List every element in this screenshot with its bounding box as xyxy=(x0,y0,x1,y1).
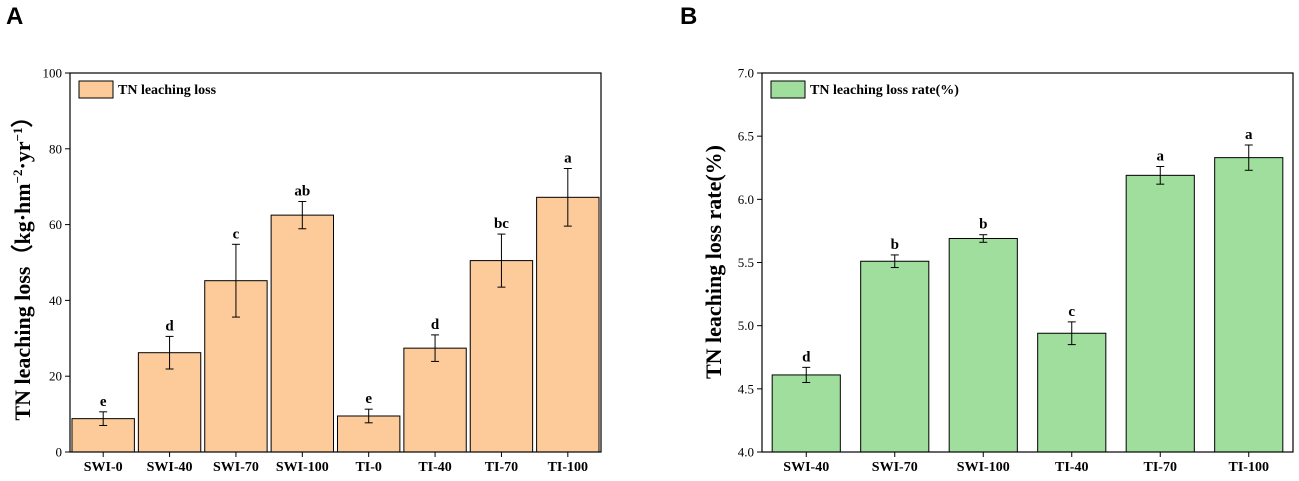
y-tick-label-5: 100 xyxy=(43,66,63,81)
legend-label: TN leaching loss xyxy=(118,83,217,98)
y-tick-label-1: 4.5 xyxy=(738,381,754,396)
significance-label-ti-70: bc xyxy=(494,216,509,232)
x-tick-label-ti-70: TI-70 xyxy=(1144,460,1177,475)
x-tick-label-ti-40: TI-40 xyxy=(1055,460,1088,475)
x-tick-label-ti-100: TI-100 xyxy=(548,460,588,475)
y-tick-label-2: 5.0 xyxy=(738,318,754,333)
y-axis-label-a-main: TN leaching loss（kg·hm xyxy=(10,183,35,420)
bar-ti-100 xyxy=(536,196,600,453)
significance-label-swi-70: b xyxy=(891,237,899,253)
x-tick-label-swi-40: SWI-40 xyxy=(783,460,829,475)
legend-swatch xyxy=(770,80,806,99)
panel-label-b: B xyxy=(680,3,697,30)
bar-ti-70 xyxy=(469,260,534,453)
bar-ti-70 xyxy=(1125,174,1195,453)
y-tick-label-1: 20 xyxy=(49,369,62,384)
y-tick-label-3: 5.5 xyxy=(738,255,754,270)
y-tick-label-2: 40 xyxy=(49,293,62,308)
y-tick-label-0: 0 xyxy=(56,445,63,460)
significance-label-ti-70: a xyxy=(1157,148,1165,164)
bar-swi-100 xyxy=(948,237,1018,453)
y-tick-label-5: 6.5 xyxy=(738,129,754,144)
legend-label: TN leaching loss rate(%) xyxy=(810,83,959,98)
y-tick-label-6: 7.0 xyxy=(738,66,754,81)
panel-a: A TN leaching loss（kg·hm−2·yr−1） e SWI-0 d… xyxy=(6,3,602,475)
bar-ti-40 xyxy=(1037,332,1107,453)
bar-ti-100 xyxy=(1214,157,1284,453)
x-tick-label-swi-100: SWI-100 xyxy=(957,460,1010,475)
bar-ti-40 xyxy=(403,347,467,453)
y-axis-label-a: TN leaching loss（kg·hm−2·yr−1） xyxy=(10,105,35,420)
panel-b: B TN leaching loss rate(%) d SWI-40 b SWI-7… xyxy=(680,3,1294,475)
x-tick-label-swi-40: SWI-40 xyxy=(147,460,193,475)
x-tick-label-ti-0: TI-0 xyxy=(355,460,381,475)
y-tick-label-3: 60 xyxy=(49,217,62,232)
x-tick-label-swi-100: SWI-100 xyxy=(276,460,329,475)
plot-frame xyxy=(761,72,1294,453)
y-tick-label-4: 6.0 xyxy=(738,192,754,207)
y-axis-label-a-mid: ·yr xyxy=(10,141,35,169)
plot-area-a: e SWI-0 d SWI-40 c SWI-70 ab SWI-100 e TI-0 d TI-40… xyxy=(43,66,602,475)
y-axis-label-a-sup1: −2 xyxy=(10,169,25,183)
plot-area-b: d SWI-40 b SWI-70 b SWI-100 c TI-40 a TI-70 a TI-10… xyxy=(738,66,1294,475)
significance-label-ti-100: a xyxy=(1245,127,1253,143)
significance-label-swi-100: ab xyxy=(294,183,310,199)
panel-label-a: A xyxy=(6,3,23,30)
y-axis-label-a-end: ） xyxy=(10,105,35,127)
plot-frame xyxy=(69,72,602,453)
x-tick-label-ti-100: TI-100 xyxy=(1229,460,1269,475)
significance-label-swi-40: d xyxy=(165,318,174,334)
y-tick-label-4: 80 xyxy=(49,141,62,156)
x-tick-label-swi-70: SWI-70 xyxy=(872,460,918,475)
y-axis-label-b: TN leaching loss rate(%) xyxy=(701,145,726,379)
bar-swi-70 xyxy=(860,260,930,453)
significance-label-swi-40: d xyxy=(802,349,811,365)
x-tick-label-swi-70: SWI-70 xyxy=(213,460,259,475)
significance-label-swi-100: b xyxy=(979,217,987,233)
significance-label-ti-0: e xyxy=(365,391,372,407)
x-tick-label-swi-0: SWI-0 xyxy=(84,460,123,475)
y-tick-label-0: 4.0 xyxy=(738,445,754,460)
significance-label-swi-70: c xyxy=(233,226,240,242)
significance-label-ti-40: d xyxy=(431,317,440,333)
x-tick-label-ti-40: TI-40 xyxy=(418,460,451,475)
significance-label-ti-40: c xyxy=(1068,304,1075,320)
y-axis-label-a-sup2: −1 xyxy=(10,127,25,141)
significance-label-ti-100: a xyxy=(564,151,572,167)
legend-swatch xyxy=(78,80,114,99)
bar-swi-40 xyxy=(771,374,841,453)
significance-label-swi-0: e xyxy=(100,394,107,410)
x-tick-label-ti-70: TI-70 xyxy=(485,460,518,475)
bar-swi-100 xyxy=(270,214,335,453)
